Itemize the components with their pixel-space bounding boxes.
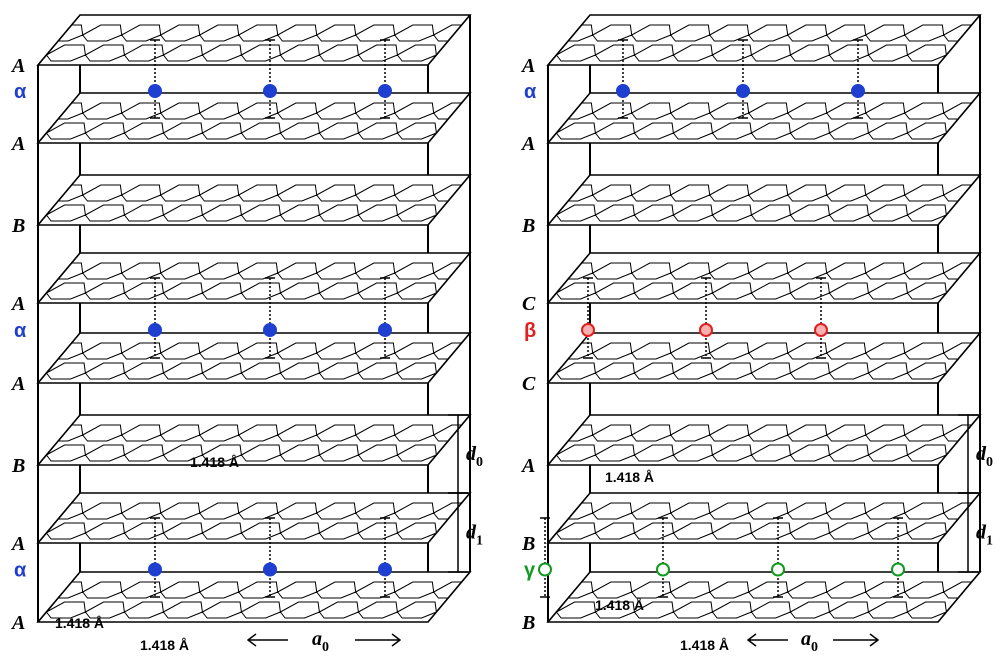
layer-label: B <box>521 612 535 634</box>
layer-label: B <box>521 533 535 555</box>
honeycomb <box>40 581 463 619</box>
symbol: a <box>312 628 322 650</box>
subscript: 0 <box>986 455 993 470</box>
layer-label: C <box>522 373 536 395</box>
graphene-layer <box>36 174 472 226</box>
dimension-label: a0 <box>312 628 329 655</box>
honeycomb <box>40 342 463 380</box>
layer-label: A <box>10 55 25 77</box>
ion <box>263 562 277 577</box>
ion <box>656 562 670 577</box>
ion <box>851 84 865 98</box>
bond-length: 1.418 Å <box>680 637 729 653</box>
layer-label: A <box>10 133 25 155</box>
honeycomb <box>40 184 463 222</box>
ion <box>148 562 162 577</box>
ion-label: α <box>14 560 27 582</box>
a0-arrow <box>246 633 402 647</box>
ion-label: α <box>524 81 537 103</box>
honeycomb <box>550 342 973 380</box>
dimension-label: d0 <box>976 443 993 470</box>
ion <box>263 84 277 98</box>
honeycomb <box>40 502 463 540</box>
layer-label: A <box>10 293 25 315</box>
layer-label: B <box>521 215 535 237</box>
subscript: 0 <box>811 640 818 655</box>
honeycomb <box>550 102 973 140</box>
bond-length: 1.418 Å <box>595 597 644 613</box>
graphene-layer <box>36 252 472 304</box>
subscript: 0 <box>476 455 483 470</box>
honeycomb <box>550 502 973 540</box>
bond-length: 1.418 Å <box>190 454 239 470</box>
subscript: 0 <box>322 640 329 655</box>
a0-arrow <box>746 633 880 647</box>
ion <box>263 323 277 337</box>
graphene-layer <box>546 414 982 466</box>
layer-label: B <box>11 455 25 477</box>
graphene-layer <box>36 92 472 144</box>
graphene-layer <box>546 92 982 144</box>
ion-label: α <box>14 81 27 103</box>
layer-label: A <box>10 533 25 555</box>
honeycomb <box>550 262 973 300</box>
dimension-label: d0 <box>466 443 483 470</box>
graphene-layer <box>36 414 472 466</box>
ion <box>148 84 162 98</box>
dimension-label: d1 <box>466 522 483 549</box>
ion <box>538 562 552 577</box>
graphene-layer <box>36 492 472 544</box>
graphene-layer <box>36 14 472 66</box>
bond-length: 1.418 Å <box>140 637 189 653</box>
ion <box>771 562 785 577</box>
symbol: d <box>976 443 987 465</box>
graphene-layer <box>546 14 982 66</box>
symbol: d <box>466 443 477 465</box>
ion <box>736 84 750 98</box>
honeycomb <box>550 24 973 62</box>
ion <box>378 84 392 98</box>
honeycomb <box>550 424 973 462</box>
ion <box>148 323 162 337</box>
layer-label: A <box>10 612 25 634</box>
layer-label: A <box>520 55 535 77</box>
ion <box>891 562 905 577</box>
graphene-layer <box>546 252 982 304</box>
layer-label: A <box>10 373 25 395</box>
honeycomb <box>40 424 463 462</box>
layer-label: A <box>520 133 535 155</box>
ion <box>814 323 828 337</box>
subscript: 1 <box>986 534 993 549</box>
layer-label: C <box>522 293 536 315</box>
dimension-label: a0 <box>801 628 818 655</box>
ion <box>378 323 392 337</box>
layer-label: B <box>11 215 25 237</box>
honeycomb <box>40 102 463 140</box>
dimension-label: d1 <box>976 522 993 549</box>
honeycomb <box>550 581 973 619</box>
symbol: a <box>801 628 811 650</box>
ion-label: α <box>14 320 27 342</box>
honeycomb <box>40 262 463 300</box>
ion-label: γ <box>524 560 536 582</box>
ion <box>581 323 595 337</box>
bond-length: 1.418 Å <box>605 469 654 485</box>
graphene-layer <box>546 332 982 384</box>
ion <box>616 84 630 98</box>
graphene-layer <box>36 332 472 384</box>
ion <box>378 562 392 577</box>
graphene-layer <box>546 174 982 226</box>
symbol: d <box>466 522 477 544</box>
honeycomb <box>40 24 463 62</box>
honeycomb <box>550 184 973 222</box>
bond-length: 1.418 Å <box>55 615 104 631</box>
symbol: d <box>976 522 987 544</box>
ion-label: β <box>524 320 536 342</box>
ion <box>699 323 713 337</box>
graphene-layer <box>546 492 982 544</box>
layer-label: A <box>520 455 535 477</box>
subscript: 1 <box>476 534 483 549</box>
